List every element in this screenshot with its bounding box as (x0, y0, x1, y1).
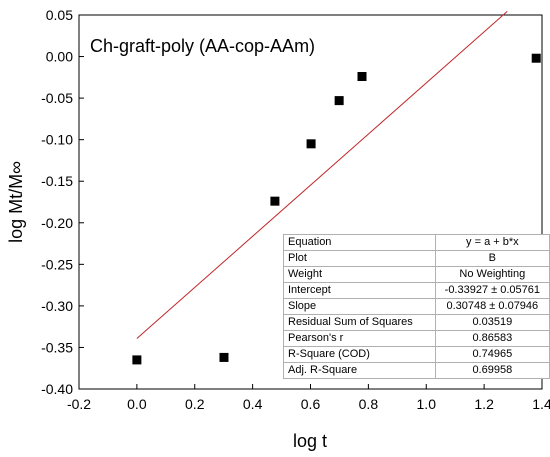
y-tick-label: -0.20 (41, 215, 73, 231)
x-tick-label: -0.2 (67, 396, 91, 412)
stats-key: Pearson's r (283, 330, 436, 347)
stats-key: R-Square (COD) (283, 346, 436, 363)
x-axis-title: log t (293, 431, 327, 451)
stats-row: Adj. R-Square 0.69958 (283, 362, 550, 379)
data-point (270, 196, 280, 206)
x-tick-label: 0.2 (185, 396, 205, 412)
y-tick-label: -0.30 (41, 298, 73, 314)
fit-line-group (136, 11, 508, 339)
stats-row: Slope 0.30748 ± 0.07946 (283, 298, 550, 315)
stats-value: No Weighting (434, 266, 550, 283)
x-tick-label: 0.8 (359, 396, 379, 412)
stats-key: Slope (283, 298, 436, 315)
stats-value: 0.69958 (434, 362, 550, 379)
x-tick-label: 1.2 (474, 396, 494, 412)
stats-key: Equation (283, 234, 436, 251)
data-point (531, 53, 541, 63)
y-tick-label: -0.35 (41, 339, 73, 355)
fit-statistics-table: Equation y = a + b*x Plot B Weight No Weighti… (283, 234, 550, 379)
data-point (219, 352, 229, 362)
y-tick-label: -0.10 (41, 132, 73, 148)
stats-value: 0.30748 ± 0.07946 (434, 298, 550, 315)
x-tick-label: 1.4 (532, 396, 550, 412)
stats-row: Residual Sum of Squares 0.03519 (283, 314, 550, 331)
y-tick-label: -0.15 (41, 173, 73, 189)
y-axis-title: log Mt/M∞ (6, 161, 26, 243)
x-tick-label: 1.0 (417, 396, 437, 412)
data-point (132, 355, 142, 365)
stats-value: B (434, 250, 550, 267)
stats-row: Plot B (283, 250, 550, 267)
chart-title: Ch-graft-poly (AA-cop-AAm) (90, 36, 315, 56)
stats-value: -0.33927 ± 0.05761 (434, 282, 550, 299)
stats-key: Residual Sum of Squares (283, 314, 436, 331)
x-tick-label: 0.6 (301, 396, 321, 412)
data-point (357, 72, 367, 82)
x-tick-label: 0.0 (127, 396, 147, 412)
stats-key: Adj. R-Square (283, 362, 436, 379)
data-point (306, 139, 316, 149)
stats-value: 0.74965 (434, 346, 550, 363)
stats-row: Intercept -0.33927 ± 0.05761 (283, 282, 550, 299)
stats-value: 0.03519 (434, 314, 550, 331)
y-tick-label: -0.05 (41, 90, 73, 106)
ticks: -0.2 0.0 0.2 0.4 0.6 0.8 1.0 1.2 1.4 0.05 0.00 -0.0… (41, 7, 550, 412)
y-tick-label: 0.00 (46, 49, 73, 65)
stats-value: y = a + b*x (434, 234, 550, 251)
data-point (334, 96, 344, 106)
y-tick-label: -0.40 (41, 381, 73, 397)
stats-row: Pearson's r 0.86583 (283, 330, 550, 347)
stats-key: Intercept (283, 282, 436, 299)
fit-statistics-body: Equation y = a + b*x Plot B Weight No Weighti… (283, 234, 550, 379)
stats-row: Equation y = a + b*x (283, 234, 550, 251)
x-tick-label: 0.4 (243, 396, 263, 412)
stats-value: 0.86583 (434, 330, 550, 347)
y-tick-label: 0.05 (46, 7, 73, 23)
stats-key: Plot (283, 250, 436, 267)
y-tick-label: -0.25 (41, 256, 73, 272)
data-points (132, 53, 541, 365)
stats-row: R-Square (COD) 0.74965 (283, 346, 550, 363)
fit-line (136, 11, 508, 339)
stats-row: Weight No Weighting (283, 266, 550, 283)
stats-key: Weight (283, 266, 436, 283)
